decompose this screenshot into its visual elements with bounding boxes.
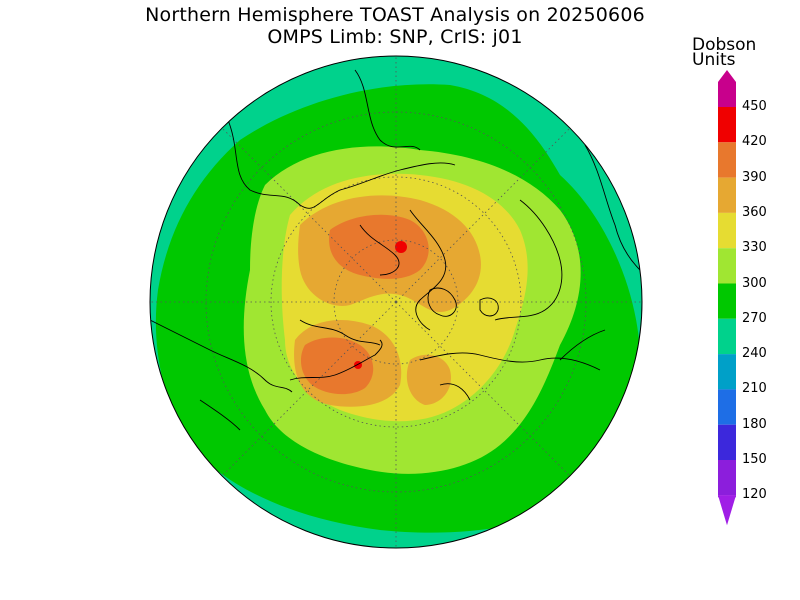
colorbar-segment <box>718 424 736 460</box>
colorbar-max-arrow <box>718 70 736 82</box>
colorbar-tick-label: 330 <box>742 240 767 256</box>
colorbar-tick-label: 120 <box>742 487 767 503</box>
colorbar-tick-label: 180 <box>742 416 767 432</box>
colorbar-segment <box>718 460 736 496</box>
colorbar-min-arrow <box>718 495 736 526</box>
band-390-fill <box>300 214 429 395</box>
colorbar-unit-line2: Units <box>692 50 736 70</box>
colorbar-segment <box>718 142 736 178</box>
colorbar-segments <box>718 70 736 526</box>
colorbar-segment <box>718 354 736 390</box>
ozone-field <box>150 56 642 548</box>
map-border <box>149 55 643 549</box>
colorbar-segment <box>718 283 736 319</box>
colorbar-tick-label: 210 <box>742 381 767 397</box>
map-title: Northern Hemisphere TOAST Analysis on 20… <box>145 4 645 26</box>
colorbar-segment <box>718 389 736 425</box>
colorbar-segment <box>718 107 736 143</box>
graticule <box>150 56 642 548</box>
colorbar-segment <box>718 82 736 107</box>
colorbar-tick-label: 300 <box>742 275 767 291</box>
colorbar-tick-label: 390 <box>742 169 767 185</box>
colorbar-segment <box>718 212 736 249</box>
colorbar-tick-label: 450 <box>742 99 767 114</box>
colorbar-segment <box>718 248 736 284</box>
map-subtitle: OMPS Limb: SNP, CrIS: j01 <box>267 26 523 48</box>
colorbar-tick-label: 360 <box>742 204 767 220</box>
colorbar-tick-label: 420 <box>742 134 767 150</box>
coastlines <box>150 69 641 431</box>
colorbar-tick-label: 270 <box>742 310 767 326</box>
band-420-spot <box>395 241 407 253</box>
colorbar-tick-label: 150 <box>742 452 767 467</box>
colorbar-tick-label: 240 <box>742 346 767 362</box>
colorbar-unit-line1: Dobson <box>692 35 757 55</box>
colorbar-segment <box>718 177 736 213</box>
colorbar-segment <box>718 318 736 355</box>
